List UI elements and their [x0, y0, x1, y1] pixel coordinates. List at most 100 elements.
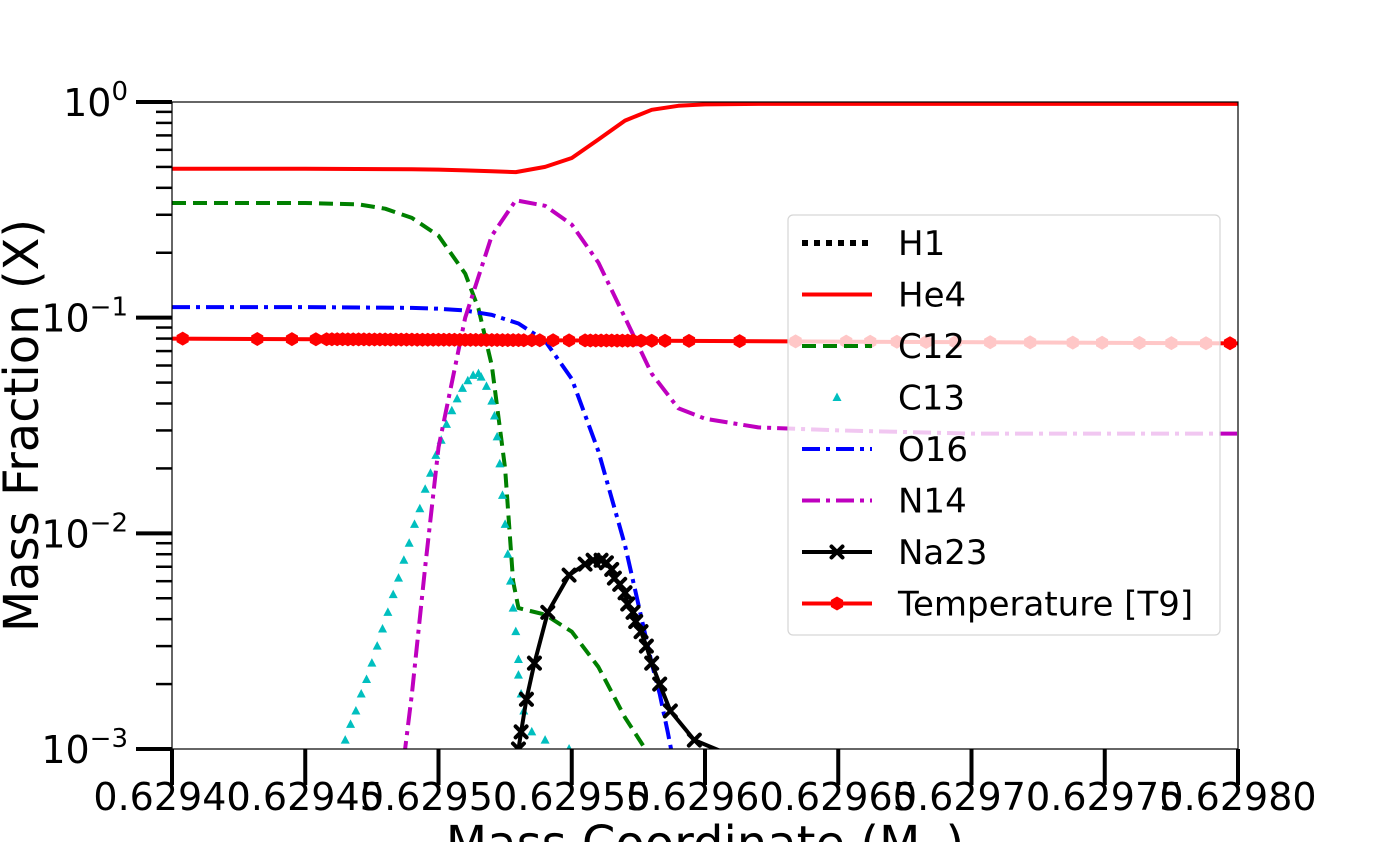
x-tick-label: 0.62980: [1159, 775, 1316, 819]
x-tick-label: 0.62960: [626, 775, 783, 819]
data-point: [612, 576, 628, 592]
x-tick-label: 0.62955: [493, 775, 650, 819]
series-o16: [172, 305, 674, 749]
data-point: [503, 549, 513, 558]
data-point: [394, 573, 404, 582]
data-point: [1223, 336, 1237, 351]
data-point: [540, 604, 556, 620]
legend-marker: [830, 596, 844, 611]
data-point: [659, 333, 672, 348]
data-point: [383, 607, 393, 616]
x-tick-label: 0.62940: [93, 775, 250, 819]
data-point: [644, 655, 660, 671]
series-n14: [403, 198, 1238, 749]
data-point: [505, 576, 515, 585]
data-point: [682, 333, 696, 348]
x-tick-label: 0.62950: [360, 775, 517, 819]
data-point: [356, 688, 366, 698]
axis-layer: 0.629400.629450.629500.629550.629600.629…: [0, 77, 1317, 842]
legend-marker: [832, 392, 842, 401]
data-point: [447, 405, 457, 415]
data-point: [645, 333, 658, 348]
legend-item-n14: N14: [802, 482, 967, 522]
data-point: [457, 383, 467, 392]
legend-label: N14: [898, 482, 967, 522]
data-point: [620, 596, 636, 612]
data-point: [540, 735, 550, 744]
data-point: [463, 375, 473, 385]
legend-marker: [829, 544, 845, 560]
data-point: [340, 735, 350, 744]
series-line-he4: [172, 102, 1238, 175]
data-point: [577, 556, 593, 572]
legend-label: O16: [898, 430, 968, 470]
legend-item-temperature-t9: Temperature [T9]: [802, 585, 1193, 625]
data-point: [339, 748, 340, 749]
data-point: [351, 706, 361, 715]
data-point: [476, 372, 486, 381]
data-point: [378, 624, 388, 633]
data-point: [452, 393, 462, 403]
data-point: [563, 333, 576, 348]
data-point: [652, 676, 668, 692]
data-point: [511, 626, 521, 636]
legend-box: [787, 214, 1221, 636]
data-point: [527, 726, 537, 736]
legend-item-na23: Na23: [802, 533, 988, 573]
data-point: [388, 589, 398, 599]
legend-label: C13: [898, 379, 965, 419]
legend-item-o16: O16: [802, 430, 968, 470]
legend: H1 He4 C12 C13 O16 N14 Na23 Temperature [T9]: [787, 214, 1221, 636]
data-point: [415, 503, 425, 513]
series-line-o16: [172, 305, 674, 749]
y-tick-label: 100: [63, 77, 128, 125]
data-point: [404, 538, 414, 547]
data-point: [510, 741, 526, 749]
data-point: [662, 703, 678, 719]
data-point: [508, 603, 518, 612]
legend-label: He4: [898, 276, 966, 316]
data-point: [635, 333, 648, 348]
y-tick-label: 10−1: [41, 293, 128, 341]
data-point: [362, 674, 372, 684]
data-point: [285, 332, 298, 347]
data-point: [492, 431, 502, 441]
data-point: [176, 331, 189, 346]
data-point: [513, 654, 523, 664]
data-point: [500, 519, 510, 528]
data-point: [426, 468, 436, 477]
data-point: [638, 638, 654, 654]
data-point: [489, 410, 499, 420]
data-point: [513, 670, 523, 679]
data-point: [561, 567, 577, 583]
x-tick-label: 0.62945: [227, 775, 384, 819]
data-point: [487, 396, 497, 405]
data-point: [547, 333, 560, 348]
data-point: [367, 658, 377, 667]
data-point: [526, 655, 542, 671]
data-point: [633, 624, 649, 640]
x-tick-label: 0.62970: [893, 775, 1050, 819]
data-point: [251, 332, 264, 346]
legend-label: Temperature [T9]: [897, 585, 1193, 625]
series-na23: [510, 552, 745, 764]
series-he4: [172, 102, 1238, 175]
legend-label: C12: [898, 327, 965, 367]
y-tick-label: 10−2: [41, 508, 128, 556]
data-point: [513, 724, 529, 740]
legend-label: Na23: [898, 533, 988, 573]
data-point: [420, 484, 430, 493]
data-point: [518, 691, 534, 707]
data-point: [481, 381, 491, 390]
series-c13: [339, 368, 572, 749]
x-tick-label: 0.62975: [1026, 775, 1183, 819]
data-point: [309, 332, 322, 347]
data-point: [510, 753, 521, 764]
x-tick-label: 0.62965: [760, 775, 917, 819]
data-point: [399, 555, 409, 564]
data-point: [734, 753, 745, 764]
data-point: [628, 614, 644, 630]
series-line-n14: [403, 198, 1238, 749]
legend-item-he4: He4: [802, 276, 966, 316]
